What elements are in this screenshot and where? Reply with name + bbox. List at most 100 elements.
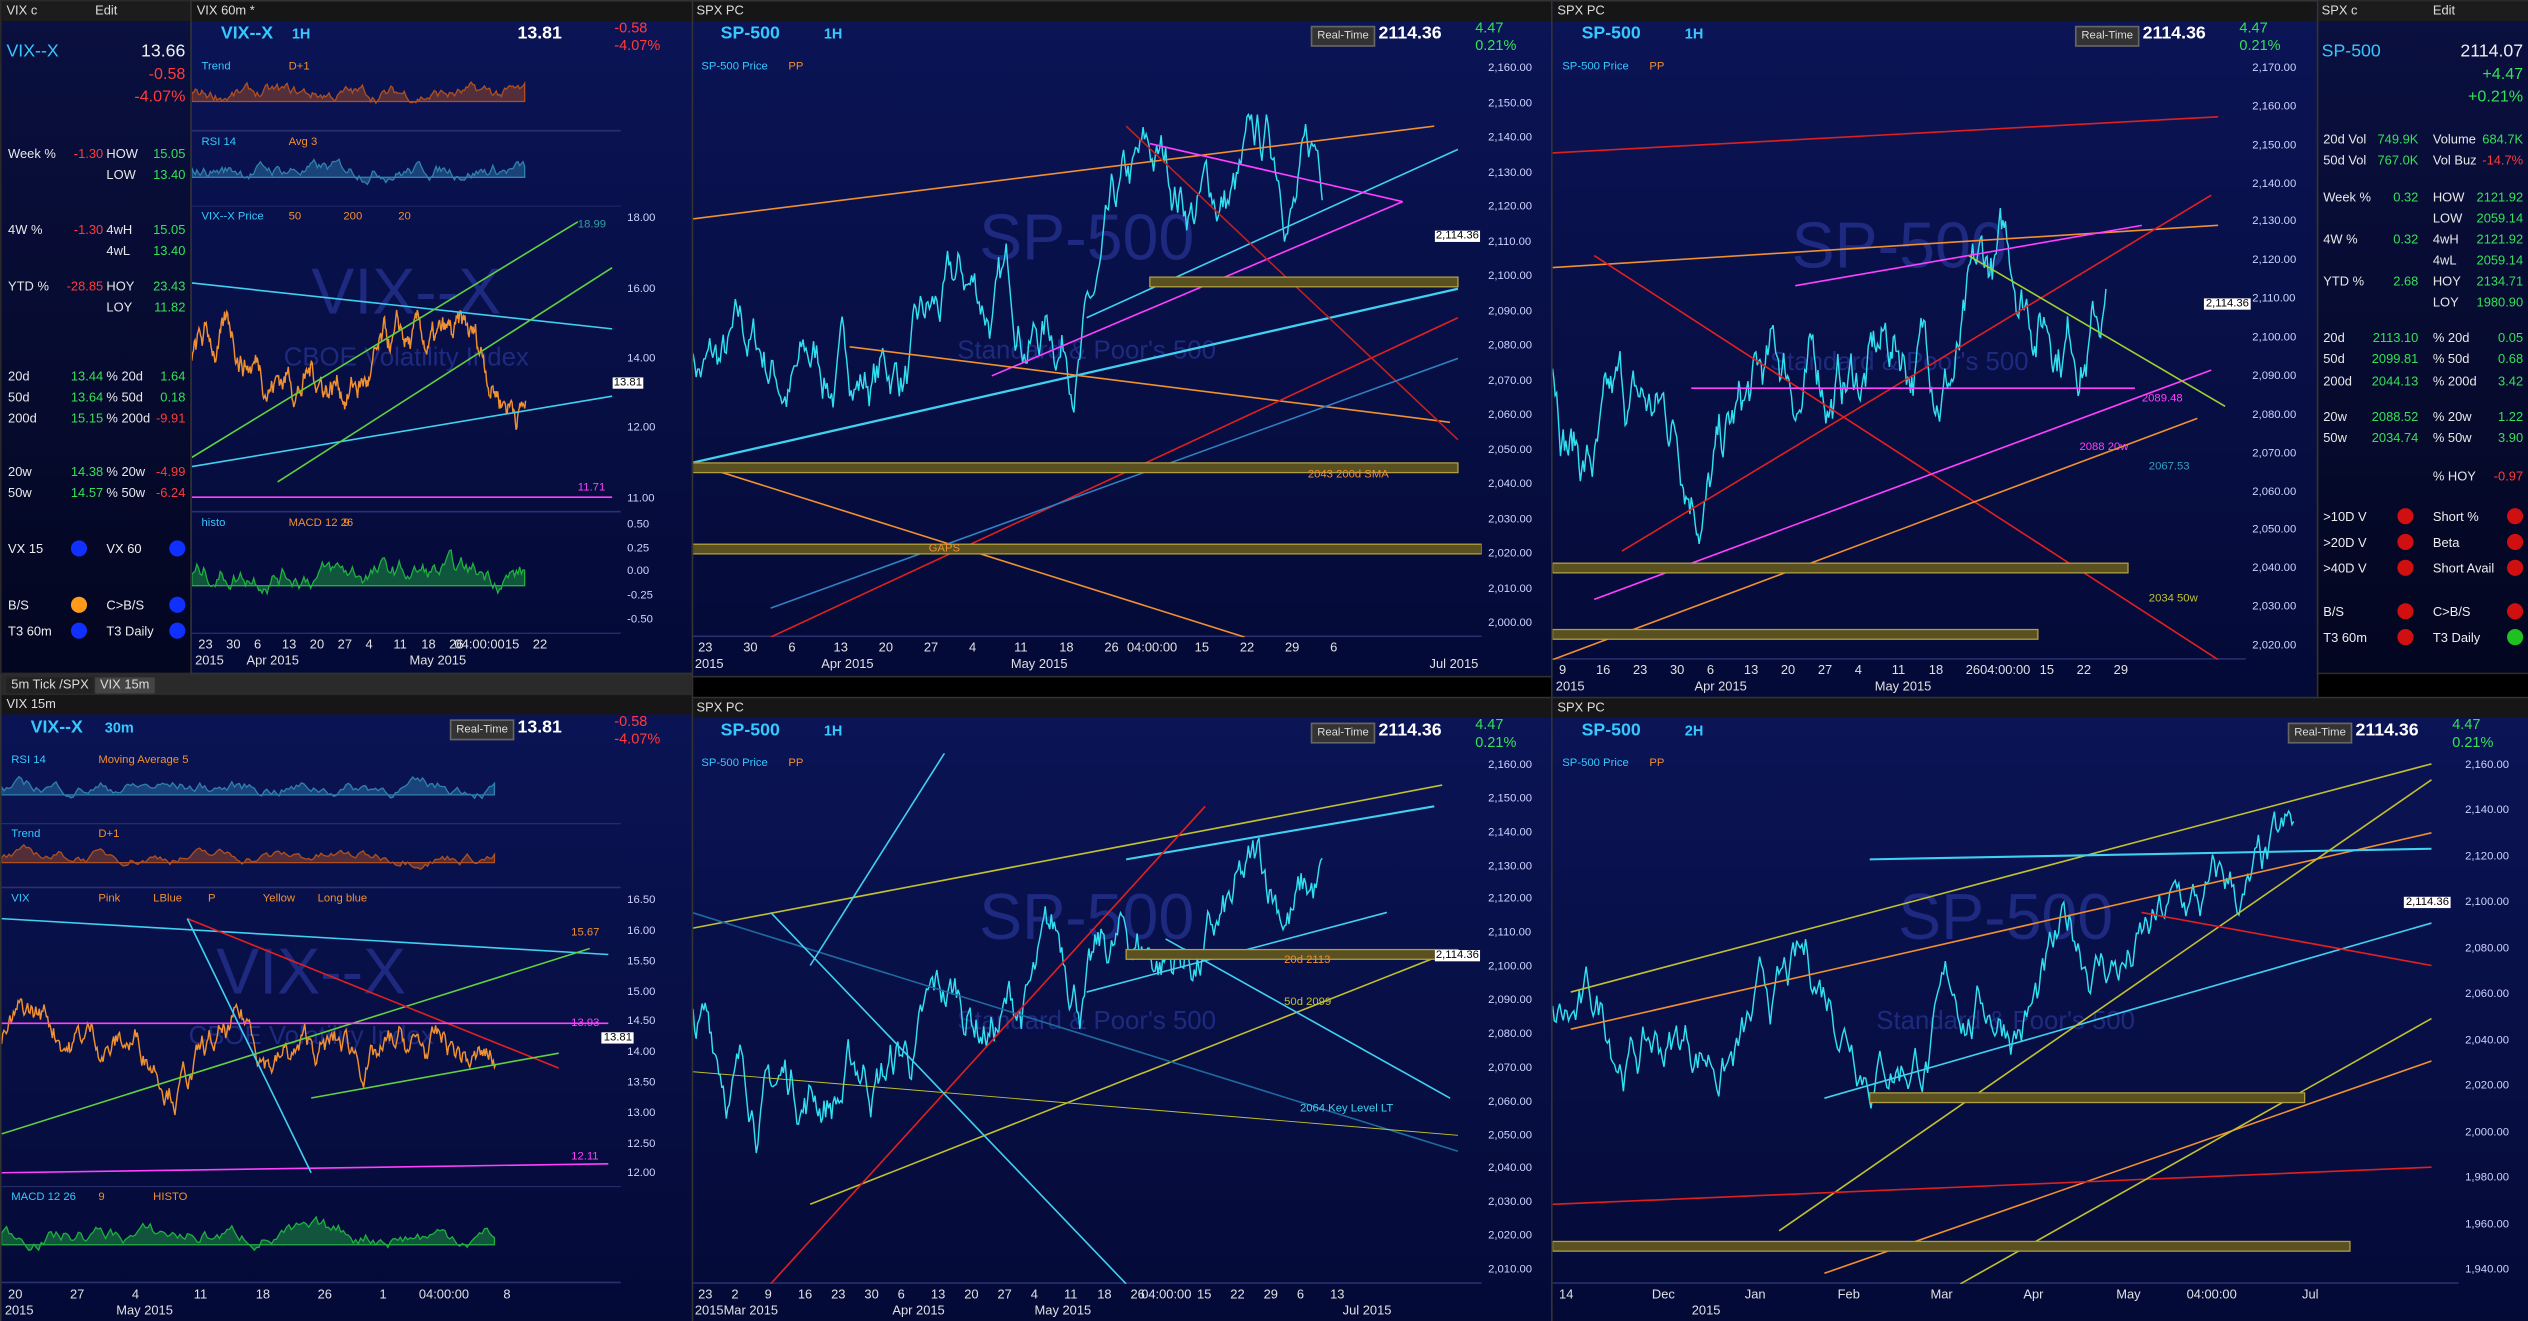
watch-label: YTD %: [8, 279, 49, 294]
study-label[interactable]: PP: [788, 758, 804, 770]
interval[interactable]: 30m: [104, 719, 134, 736]
price-change: 4.47: [2239, 19, 2268, 36]
study-label[interactable]: Moving Average 5: [98, 754, 189, 767]
x-tick-label: 04:00:00: [1126, 640, 1178, 655]
x-period-label: Apr 2015: [246, 653, 299, 668]
study-label[interactable]: SP-500 Price: [701, 61, 768, 73]
x-tick-label: 16: [797, 1287, 813, 1302]
realtime-button[interactable]: Real-Time: [1310, 25, 1376, 47]
gap-zone: [1552, 1240, 2351, 1252]
study-label[interactable]: 200: [343, 211, 363, 223]
y-tick-label: 2,140.00: [2465, 805, 2510, 817]
watchlist-name[interactable]: SPX c: [2321, 3, 2358, 18]
edit-button[interactable]: Edit: [95, 3, 118, 18]
study-label[interactable]: Trend: [201, 61, 231, 73]
symbol-name[interactable]: VIX--X: [220, 24, 274, 44]
watch-value: 2.68: [2393, 274, 2419, 289]
study-label[interactable]: VIX: [11, 893, 30, 905]
watch-label: % 20w: [106, 464, 146, 480]
y-tick-label: 2,100.00: [1488, 961, 1533, 973]
study-label[interactable]: LBlue: [153, 893, 183, 905]
symbol-name[interactable]: SP-500: [720, 24, 780, 44]
study-label[interactable]: 9: [98, 1192, 105, 1204]
watch-value: -9.91: [156, 411, 186, 426]
study-label[interactable]: VIX--X Price: [201, 211, 264, 223]
realtime-button[interactable]: Real-Time: [2074, 25, 2140, 47]
study-label[interactable]: Long blue: [317, 893, 368, 905]
signal-label: B/S: [8, 598, 29, 613]
realtime-button[interactable]: Real-Time: [449, 719, 515, 741]
study-label[interactable]: 9: [343, 517, 350, 529]
trend-line: [1959, 1017, 2432, 1284]
watch-symbol: VIX--X: [6, 41, 59, 62]
watch-value: -1.30: [73, 146, 104, 162]
study-label[interactable]: SP-500 Price: [1562, 61, 1629, 73]
study-label[interactable]: SP-500 Price: [1562, 758, 1629, 770]
x-tick-label: 04:00:00: [2186, 1287, 2237, 1302]
tab[interactable]: VIX 15m: [95, 677, 155, 694]
interval[interactable]: 1H: [1684, 25, 1704, 42]
y-tick-label: 2,090.00: [1488, 305, 1533, 317]
watch-label: 4wH: [106, 222, 133, 238]
study-label[interactable]: 50: [288, 211, 302, 223]
watch-label: Volume: [2432, 132, 2476, 147]
percent-change: 0.21%: [2239, 37, 2281, 54]
price-change: -0.58: [614, 19, 648, 36]
realtime-button[interactable]: Real-Time: [2287, 722, 2353, 744]
x-tick-label: Dec: [1651, 1287, 1675, 1302]
y-tick-label: 2,160.00: [2465, 759, 2510, 771]
trend-line: [691, 1071, 1458, 1136]
signal-dot: [169, 540, 186, 557]
study-label[interactable]: RSI 14: [11, 754, 46, 767]
watch-value: 684.7K: [2482, 132, 2524, 147]
study-label[interactable]: PP: [1649, 758, 1665, 770]
study-label[interactable]: D+1: [288, 61, 310, 73]
watch-value: 15.05: [153, 222, 186, 238]
x-tick-label: 16: [1595, 662, 1611, 678]
study-label[interactable]: 20: [398, 211, 411, 223]
y-tick-label: 2,090.00: [1488, 995, 1533, 1007]
watch-value: 0.32: [2393, 190, 2419, 205]
study-label[interactable]: PP: [1649, 61, 1665, 73]
symbol-name[interactable]: VIX--X: [30, 717, 83, 738]
study-label[interactable]: Avg 3: [288, 136, 318, 148]
gap-zone: [1552, 562, 2129, 574]
watch-value: 2059.14: [2476, 253, 2524, 268]
study-label[interactable]: MACD 12 26: [11, 1192, 76, 1204]
interval[interactable]: 2H: [1684, 722, 1704, 739]
x-tick-label: 4: [365, 637, 373, 652]
watch-value: 2044.13: [2371, 374, 2419, 389]
edit-button[interactable]: Edit: [2432, 3, 2456, 18]
study-label[interactable]: Trend: [11, 829, 41, 841]
watch-label: 4W %: [8, 222, 43, 238]
chart-panel: SPX PC SP-500 1H Real-Time 2114.36 4.47 0.21% S…: [690, 696, 1555, 1321]
realtime-button[interactable]: Real-Time: [1310, 722, 1376, 744]
study-label[interactable]: D+1: [98, 829, 120, 841]
study-label[interactable]: PP: [788, 61, 804, 73]
interval[interactable]: 1H: [291, 25, 311, 42]
tab[interactable]: 5m Tick /SPX: [6, 677, 94, 694]
symbol-name[interactable]: SP-500: [1581, 24, 1641, 44]
study-label[interactable]: RSI 14: [201, 136, 237, 148]
indicator-area: [191, 157, 526, 185]
interval[interactable]: 1H: [823, 722, 843, 739]
watch-label: % 20w: [2432, 409, 2472, 425]
annotation: 20d 2113: [1284, 954, 1331, 967]
study-label[interactable]: histo: [201, 517, 226, 529]
price-line: [1, 998, 497, 1116]
study-label[interactable]: SP-500 Price: [701, 758, 768, 770]
study-label[interactable]: Yellow: [262, 893, 296, 905]
study-label[interactable]: HISTO: [153, 1192, 188, 1204]
interval[interactable]: 1H: [823, 25, 843, 42]
price-line: [1552, 809, 2295, 1109]
symbol-name[interactable]: SP-500: [720, 720, 780, 741]
watch-value: 0.18: [160, 390, 186, 405]
watchlist-name[interactable]: VIX c: [6, 3, 38, 18]
study-label[interactable]: P: [207, 893, 216, 905]
study-label[interactable]: Pink: [98, 893, 121, 905]
price-change: -0.58: [614, 712, 648, 730]
x-tick-label: 29: [1284, 640, 1300, 655]
symbol-name[interactable]: SP-500: [1581, 720, 1641, 741]
study-label[interactable]: MACD 12 26: [288, 517, 354, 529]
